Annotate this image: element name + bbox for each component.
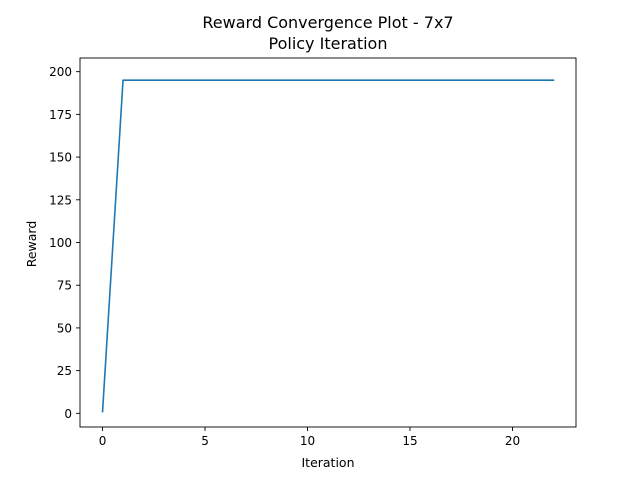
y-tick-label: 50 <box>57 321 72 335</box>
y-axis-label: Reward <box>24 221 39 268</box>
x-tick-label: 15 <box>402 434 417 448</box>
y-tick-label: 100 <box>49 236 72 250</box>
x-tick-label: 10 <box>300 434 315 448</box>
chart-title: Reward Convergence Plot - 7x7 <box>202 13 453 32</box>
y-tick-label: 125 <box>49 193 72 207</box>
x-tick-label: 20 <box>505 434 520 448</box>
x-axis-label: Iteration <box>301 455 354 470</box>
y-tick-label: 75 <box>57 279 72 293</box>
y-tick-label: 0 <box>64 407 72 421</box>
y-tick-label: 200 <box>49 65 72 79</box>
x-tick-label: 5 <box>201 434 209 448</box>
chart-subtitle: Policy Iteration <box>269 34 388 53</box>
x-tick-label: 0 <box>99 434 107 448</box>
y-tick-label: 150 <box>49 151 72 165</box>
y-tick-label: 25 <box>57 364 72 378</box>
series-line-0 <box>101 79 555 413</box>
y-tick-label: 175 <box>49 108 72 122</box>
